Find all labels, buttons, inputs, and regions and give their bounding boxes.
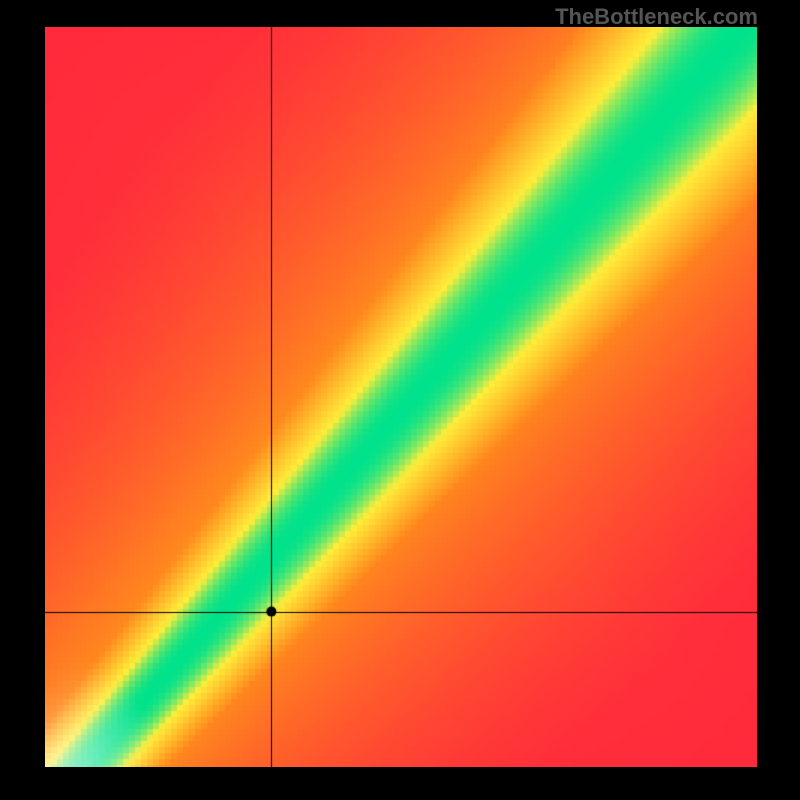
watermark-text: TheBottleneck.com — [555, 4, 758, 30]
chart-container: { "canvas": { "width": 800, "height": 80… — [0, 0, 800, 800]
bottleneck-heatmap — [45, 27, 757, 767]
